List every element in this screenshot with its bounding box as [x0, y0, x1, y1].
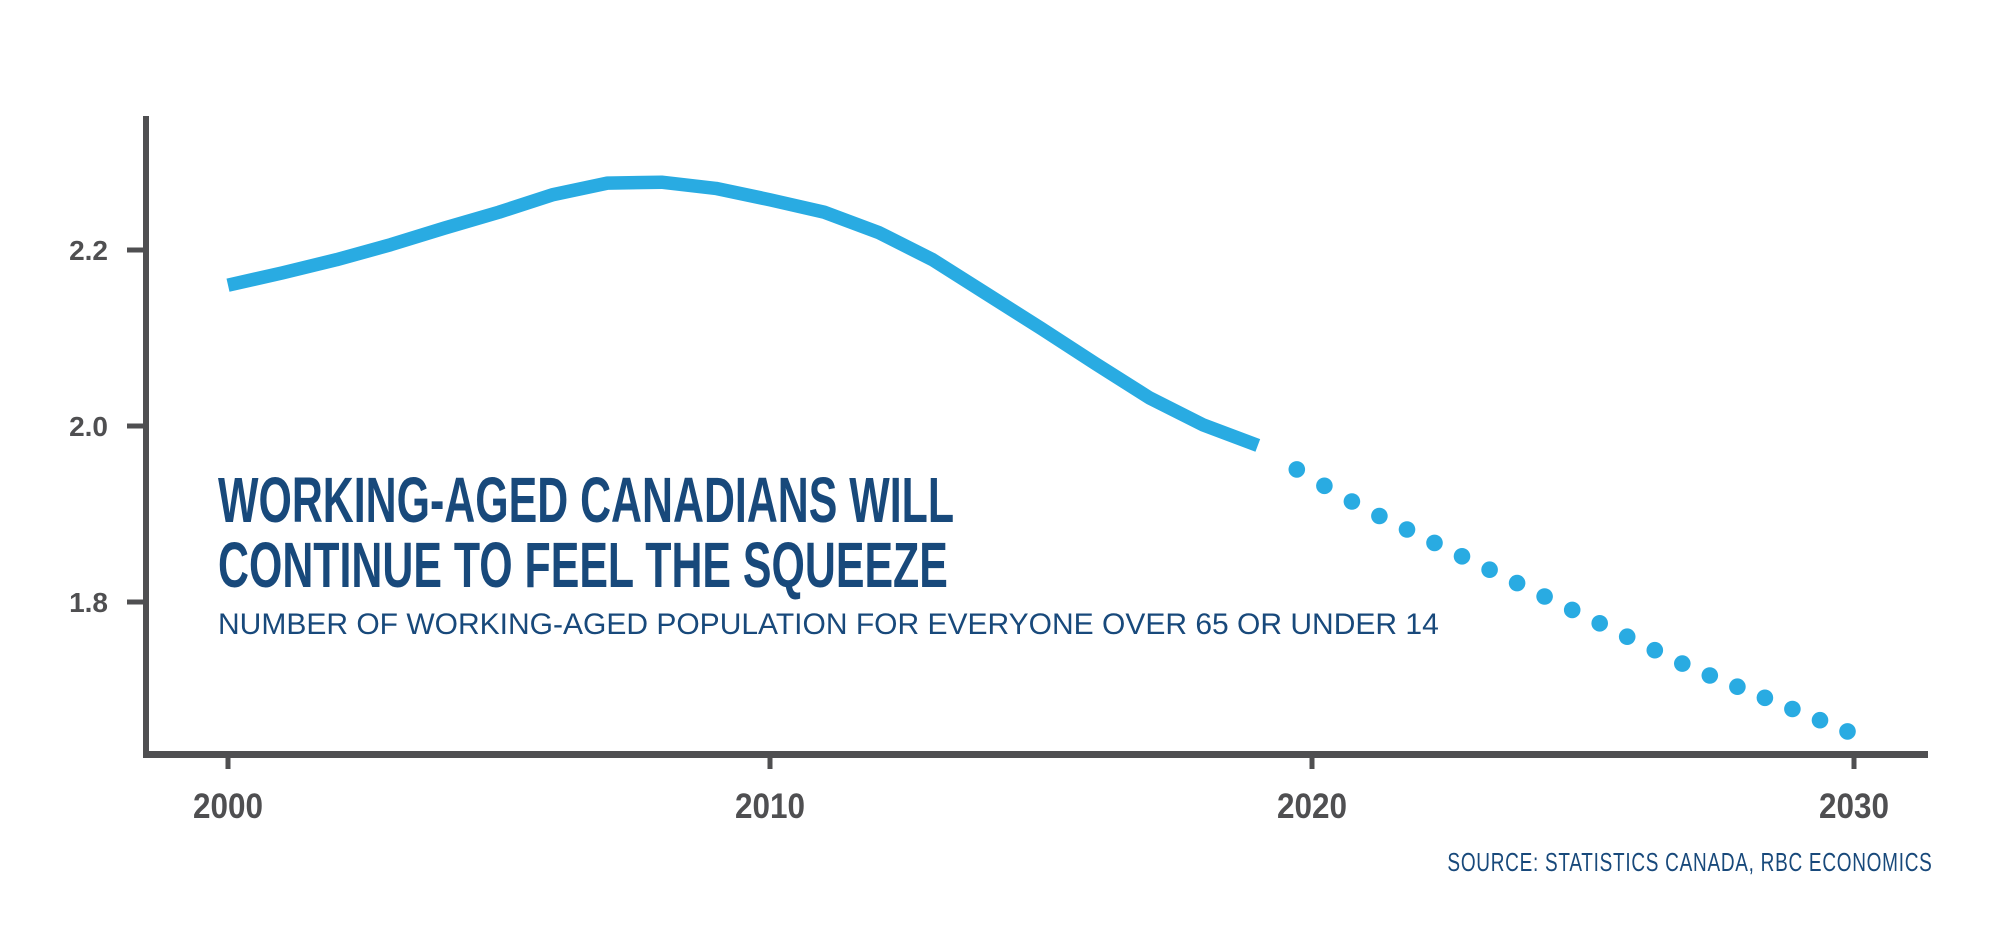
projection-dot [1591, 615, 1608, 632]
projection-dot [1481, 561, 1498, 578]
x-tick-label: 2030 [1819, 787, 1889, 826]
projection-dot [1398, 521, 1416, 538]
y-tick-label: 2.2 [69, 235, 108, 266]
projection-dot [1343, 493, 1361, 510]
projection-dot [1674, 655, 1691, 672]
projection-dot [1784, 700, 1801, 718]
x-tick-label: 2020 [1277, 787, 1347, 826]
x-axis-ticks: 2000 2010 2020 2030 [193, 758, 1889, 826]
x-tick-mark [225, 758, 231, 769]
projection-dot [1536, 588, 1553, 605]
projection-dot [1839, 723, 1856, 740]
x-tick-mark [1309, 758, 1315, 769]
projection-dot [1563, 601, 1581, 619]
x-tick-label: 2010 [735, 787, 805, 826]
chart-title-line1: WORKING-AGED CANADIANS WILL [218, 464, 955, 536]
x-tick-mark [1851, 758, 1857, 769]
projection-dot [1426, 534, 1443, 552]
projection-dot [1371, 507, 1388, 525]
y-tick-mark [127, 247, 143, 253]
y-axis-line [143, 116, 149, 758]
projection-dot [1316, 477, 1333, 495]
chart-subtitle: NUMBER OF WORKING-AGED POPULATION FOR EV… [218, 608, 1439, 641]
y-tick-mark [127, 599, 143, 605]
projection-dot [1701, 667, 1719, 684]
y-tick-label: 1.8 [69, 587, 108, 618]
chart-title: WORKING-AGED CANADIANS WILL CONTINUE TO … [218, 468, 954, 598]
projection-dots [1288, 461, 1856, 740]
projection-dot [1811, 711, 1829, 729]
y-tick-label: 2.0 [69, 411, 108, 442]
projection-dot [1288, 461, 1306, 478]
projection-dot [1508, 574, 1526, 592]
axes [143, 116, 1928, 758]
projection-dot [1646, 641, 1664, 659]
x-tick-label: 2000 [193, 787, 263, 826]
projection-dot [1729, 678, 1746, 695]
y-tick-mark [127, 423, 143, 429]
projection-dot [1618, 628, 1636, 645]
chart-title-line2: CONTINUE TO FEEL THE SQUEEZE [218, 529, 948, 601]
historical-trend-line [226, 175, 1261, 452]
x-axis-line [143, 751, 1928, 758]
source-note: SOURCE: STATISTICS CANADA, RBC ECONOMICS [1447, 847, 1933, 877]
x-tick-mark [767, 758, 773, 769]
y-axis-ticks: 2.2 2.0 1.8 [69, 235, 143, 618]
projection-dot [1756, 689, 1774, 707]
projection-dot [1453, 548, 1471, 565]
